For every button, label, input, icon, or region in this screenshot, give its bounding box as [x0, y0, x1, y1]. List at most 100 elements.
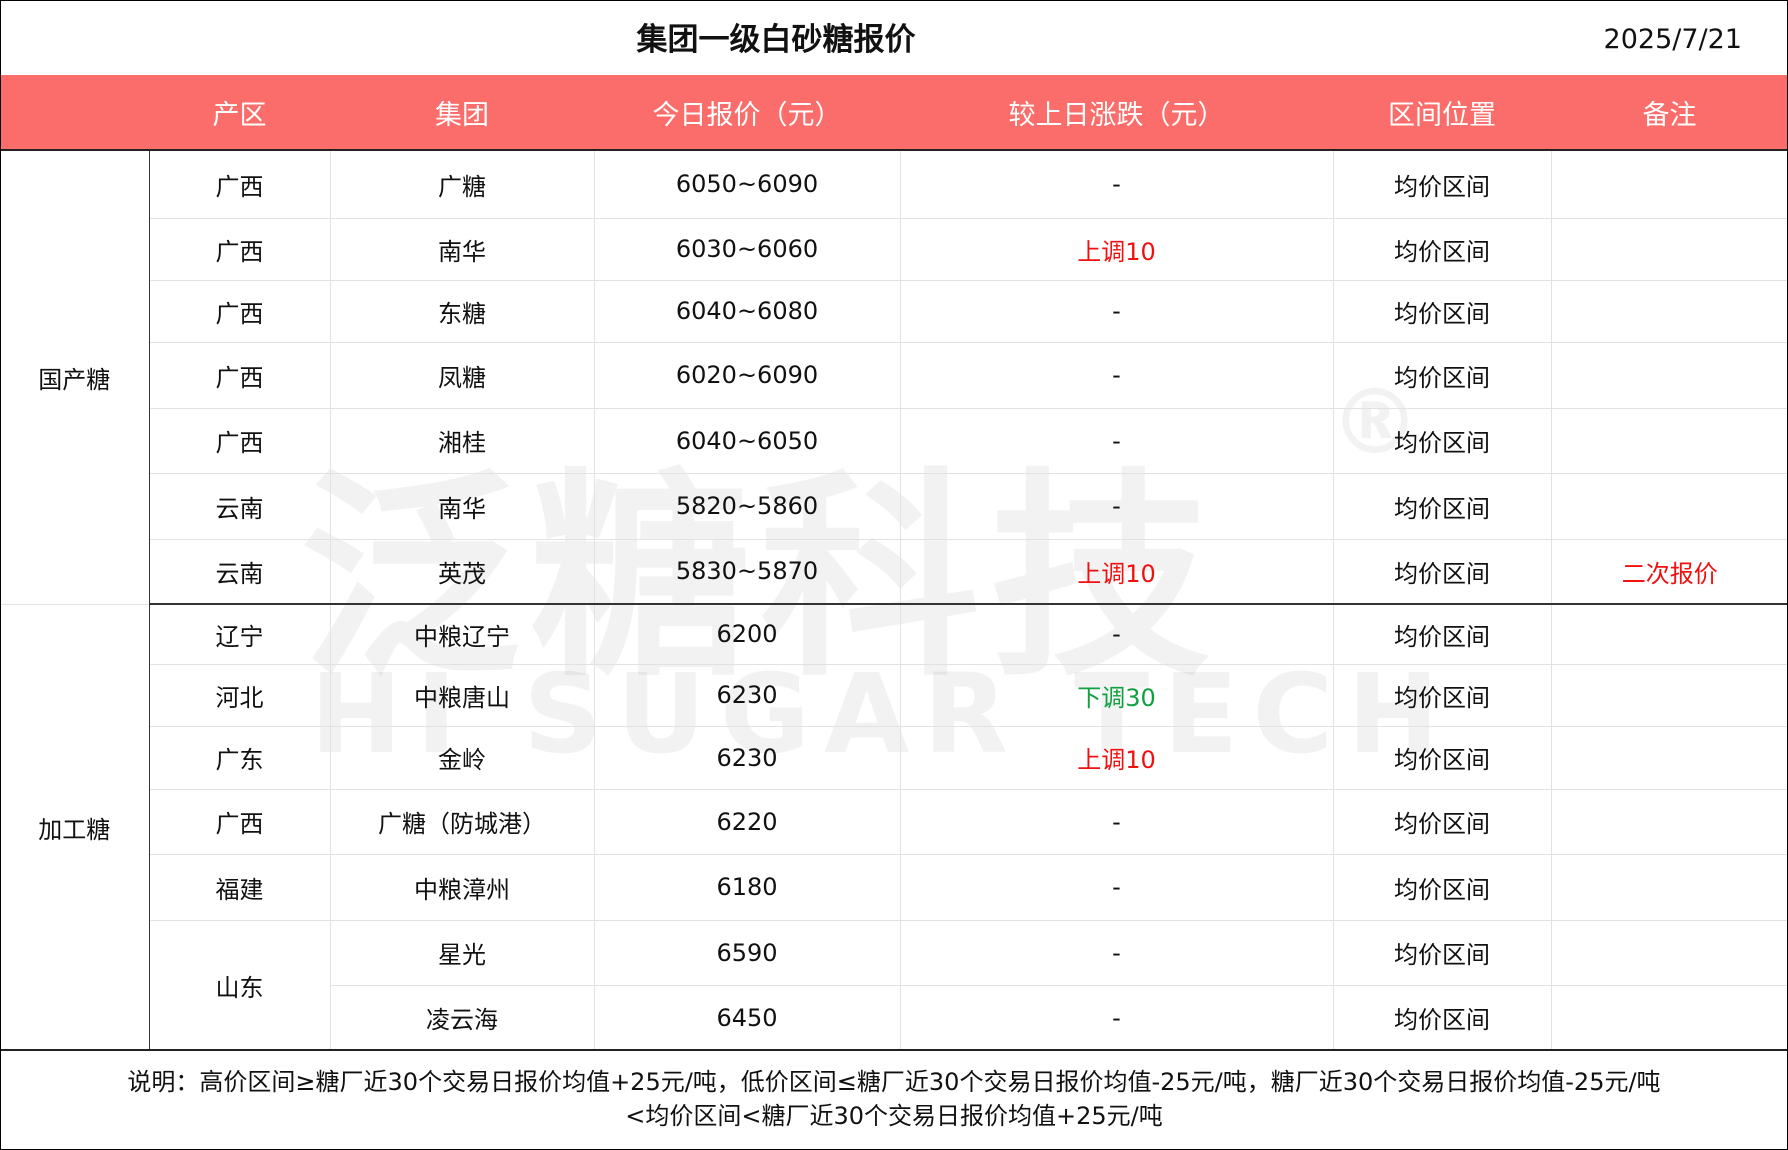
remark-cell — [1550, 280, 1788, 343]
remark-cell — [1550, 473, 1788, 540]
category-cell: 国产糖 — [0, 150, 150, 605]
price-cell: 6180 — [593, 854, 900, 921]
position-cell: 均价区间 — [1332, 473, 1551, 540]
price-cell: 6200 — [593, 604, 900, 665]
price-table: 产区 集团 今日报价（元） 较上日涨跌（元） 区间位置 备注 国产糖 广西 广糖 6… — [0, 75, 1788, 1051]
category-cell: 加工糖 — [0, 604, 150, 1051]
position-cell: 均价区间 — [1332, 854, 1551, 921]
header-blank — [0, 75, 149, 151]
header-remark: 备注 — [1551, 75, 1788, 151]
group-cell: 南华 — [329, 218, 594, 281]
region-cell: 广西 — [148, 218, 330, 281]
price-cell: 6040~6080 — [593, 280, 900, 343]
price-cell: 6220 — [593, 789, 900, 855]
remark-cell — [1550, 985, 1788, 1051]
position-cell: 均价区间 — [1332, 150, 1551, 219]
table-row: 云南 南华 5820~5860 - 均价区间 — [0, 473, 1788, 540]
remark-cell — [1550, 726, 1788, 790]
remark-cell — [1550, 150, 1788, 219]
table-row: 广东 金岭 6230 上调10 均价区间 — [0, 726, 1788, 790]
position-cell: 均价区间 — [1332, 726, 1551, 790]
header-group: 集团 — [330, 75, 594, 151]
position-cell: 均价区间 — [1332, 539, 1551, 605]
change-cell: - — [899, 985, 1333, 1051]
group-cell: 凤糖 — [329, 342, 594, 409]
title-bar: 集团一级白砂糖报价 2025/7/21 — [0, 0, 1788, 75]
region-cell: 广东 — [148, 726, 330, 790]
price-cell: 6050~6090 — [593, 150, 900, 219]
table-row: 广西 东糖 6040~6080 - 均价区间 — [0, 280, 1788, 343]
explanation-note: 说明：高价区间≥糖厂近30个交易日报价均值+25元/吨，低价区间≤糖厂近30个交… — [0, 1049, 1788, 1150]
table-header: 产区 集团 今日报价（元） 较上日涨跌（元） 区间位置 备注 — [0, 75, 1788, 151]
change-cell: 下调30 — [899, 664, 1333, 727]
group-cell: 星光 — [329, 920, 594, 986]
remark-cell: 二次报价 — [1550, 539, 1788, 605]
remark-cell — [1550, 342, 1788, 409]
price-cell: 5830~5870 — [593, 539, 900, 605]
region-cell: 广西 — [148, 150, 330, 219]
note-line-1: 说明：高价区间≥糖厂近30个交易日报价均值+25元/吨，低价区间≤糖厂近30个交… — [127, 1068, 1661, 1096]
region-cell: 广西 — [148, 280, 330, 343]
position-cell: 均价区间 — [1332, 920, 1551, 986]
table-row: 山东 星光 6590 - 均价区间 — [0, 920, 1788, 1051]
table-row: 广西 南华 6030~6060 上调10 均价区间 — [0, 218, 1788, 281]
group-cell: 广糖（防城港） — [329, 789, 594, 855]
change-cell: - — [899, 789, 1333, 855]
table-row: 广西 广糖（防城港） 6220 - 均价区间 — [0, 789, 1788, 855]
change-cell: - — [899, 150, 1333, 219]
position-cell: 均价区间 — [1332, 664, 1551, 727]
change-cell: - — [899, 920, 1333, 986]
table-row: 河北 中粮唐山 6230 下调30 均价区间 — [0, 664, 1788, 727]
remark-cell — [1550, 604, 1788, 665]
report-date: 2025/7/21 — [1603, 24, 1742, 55]
group-cell: 中粮唐山 — [329, 664, 594, 727]
note-line-2: <均价区间<糖厂近30个交易日报价均值+25元/吨 — [625, 1102, 1163, 1130]
change-cell: 上调10 — [899, 539, 1333, 605]
region-cell: 广西 — [148, 342, 330, 409]
position-cell: 均价区间 — [1332, 604, 1551, 665]
price-cell: 6020~6090 — [593, 342, 900, 409]
region-cell: 山东 — [148, 920, 330, 1051]
table-row: 福建 中粮漳州 6180 - 均价区间 — [0, 854, 1788, 921]
change-cell: - — [899, 408, 1333, 474]
group-cell: 东糖 — [329, 280, 594, 343]
region-cell: 辽宁 — [148, 604, 330, 665]
group-cell: 中粮辽宁 — [329, 604, 594, 665]
table-row: 加工糖 辽宁 中粮辽宁 6200 - 均价区间 — [0, 604, 1788, 1051]
page-title: 集团一级白砂糖报价 — [636, 22, 916, 58]
region-cell: 广西 — [148, 408, 330, 474]
region-cell: 云南 — [148, 473, 330, 540]
position-cell: 均价区间 — [1332, 408, 1551, 474]
remark-cell — [1550, 789, 1788, 855]
position-cell: 均价区间 — [1332, 985, 1551, 1051]
region-cell: 河北 — [148, 664, 330, 727]
change-cell: - — [899, 473, 1333, 540]
table-row: 国产糖 广西 广糖 6050~6090 - 均价区间 — [0, 150, 1788, 605]
price-cell: 6230 — [593, 664, 900, 727]
group-cell: 凌云海 — [329, 985, 594, 1051]
table-row: 凌云海 6450 - 均价区间 — [0, 985, 1788, 1051]
price-cell: 6230 — [593, 726, 900, 790]
price-cell: 6590 — [593, 920, 900, 986]
price-cell: 5820~5860 — [593, 473, 900, 540]
position-cell: 均价区间 — [1332, 342, 1551, 409]
group-cell: 金岭 — [329, 726, 594, 790]
remark-cell — [1550, 218, 1788, 281]
group-cell: 中粮漳州 — [329, 854, 594, 921]
change-cell: 上调10 — [899, 218, 1333, 281]
position-cell: 均价区间 — [1332, 280, 1551, 343]
change-cell: - — [899, 604, 1333, 665]
region-cell: 广西 — [148, 789, 330, 855]
change-cell: 上调10 — [899, 726, 1333, 790]
group-cell: 湘桂 — [329, 408, 594, 474]
change-cell: - — [899, 342, 1333, 409]
group-cell: 南华 — [329, 473, 594, 540]
region-cell: 云南 — [148, 539, 330, 605]
remark-cell — [1550, 920, 1788, 986]
table-row: 广西 凤糖 6020~6090 - 均价区间 — [0, 342, 1788, 409]
change-cell: - — [899, 854, 1333, 921]
table-row: 广西 湘桂 6040~6050 - 均价区间 — [0, 408, 1788, 474]
group-cell: 广糖 — [329, 150, 594, 219]
header-position: 区间位置 — [1333, 75, 1551, 151]
group-cell: 英茂 — [329, 539, 594, 605]
